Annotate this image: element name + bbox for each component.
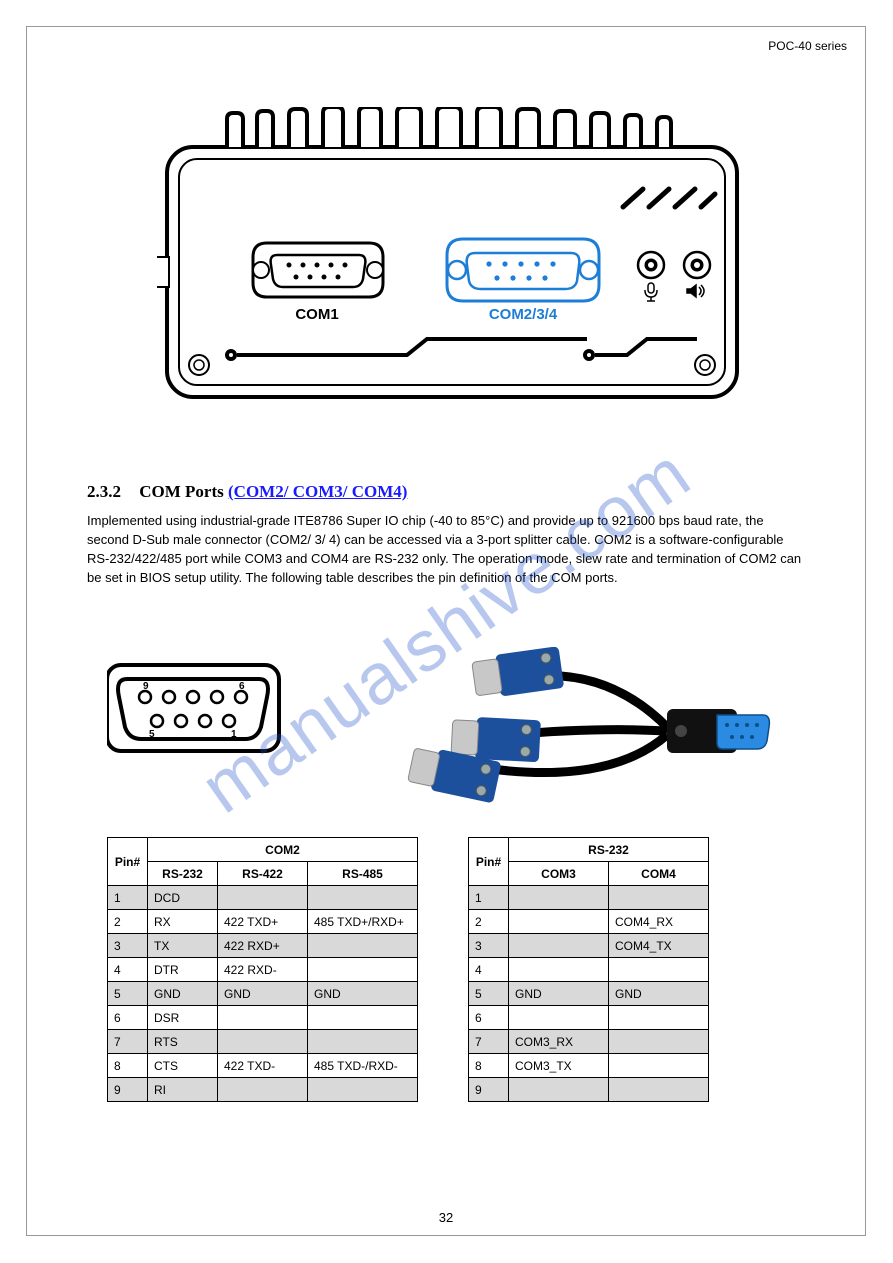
table-com2: Pin#COM2RS-232RS-422RS-4851DCD2RX422 TXD…: [107, 837, 418, 1102]
page-number: 32: [27, 1210, 865, 1225]
connector-illustration: 9 6 5 1: [107, 647, 807, 817]
com234-connector: [447, 239, 599, 301]
com1-label: COM1: [295, 306, 338, 323]
com1-connector: [253, 243, 383, 297]
device-illustration: COM1 COM2/3/4: [157, 107, 747, 417]
svg-text:6: 6: [239, 681, 245, 692]
section-title-link[interactable]: (COM2/ COM3/ COM4): [228, 482, 407, 501]
table-com3-com4: Pin#RS-232COM3COM412COM4_RX3COM4_TX45GND…: [468, 837, 709, 1102]
svg-text:5: 5: [149, 729, 155, 740]
com234-label: COM2/3/4: [489, 306, 558, 323]
svg-text:9: 9: [143, 681, 149, 692]
section-body: Implemented using industrial-grade ITE87…: [87, 512, 805, 587]
section-title-text: COM Ports: [139, 482, 228, 501]
svg-text:1: 1: [231, 729, 237, 740]
pin-tables: Pin#COM2RS-232RS-422RS-4851DCD2RX422 TXD…: [107, 837, 805, 1102]
page-frame: POC-40 series: [26, 26, 866, 1236]
section-heading: 2.3.2 COM Ports (COM2/ COM3/ COM4): [87, 482, 407, 502]
header-product: POC-40 series: [768, 39, 847, 53]
section-number: 2.3.2: [87, 482, 121, 501]
